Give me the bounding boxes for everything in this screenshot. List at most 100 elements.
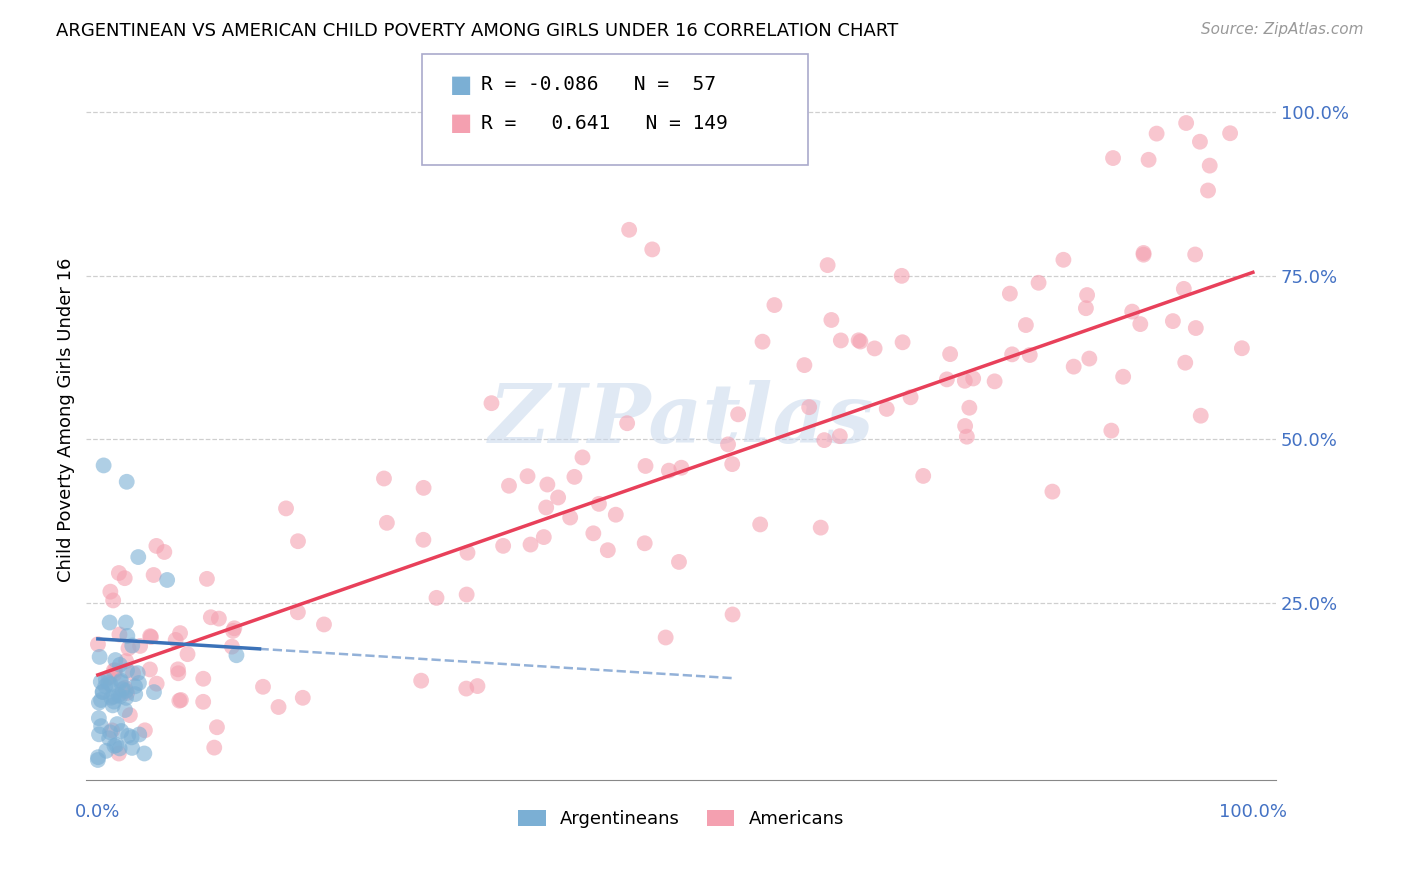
Point <box>828 429 851 443</box>
Point <box>1018 348 1040 362</box>
Point <box>87 696 110 710</box>
Point <box>1042 484 1064 499</box>
Point <box>98 615 121 630</box>
Point <box>671 460 693 475</box>
Point <box>425 591 447 605</box>
Point <box>117 629 139 643</box>
Point <box>983 375 1005 389</box>
Text: 100.0%: 100.0% <box>1219 803 1286 821</box>
Point <box>749 517 772 532</box>
Point <box>1001 347 1024 361</box>
Point <box>596 543 619 558</box>
Point <box>108 747 131 761</box>
Point <box>100 690 122 705</box>
Point <box>108 627 131 641</box>
Point <box>863 342 886 356</box>
Point <box>110 675 132 690</box>
Point <box>115 664 138 678</box>
Point <box>117 641 139 656</box>
Point <box>104 653 127 667</box>
Point <box>101 723 124 738</box>
Point <box>222 624 245 638</box>
Point <box>134 723 156 738</box>
Point <box>1028 276 1050 290</box>
Point <box>1129 317 1152 331</box>
Point <box>91 685 114 699</box>
Point <box>90 719 112 733</box>
Point <box>373 471 395 485</box>
Point <box>193 695 215 709</box>
Point <box>1015 318 1038 332</box>
Point <box>1063 359 1085 374</box>
Text: 0.0%: 0.0% <box>75 803 121 821</box>
Point <box>98 725 121 739</box>
Point <box>799 400 821 414</box>
Point <box>87 711 110 725</box>
Point <box>127 666 149 681</box>
Point <box>634 536 657 550</box>
Point <box>274 501 297 516</box>
Point <box>97 675 120 690</box>
Point <box>1198 159 1220 173</box>
Point <box>103 690 125 704</box>
Point <box>412 533 434 547</box>
Point <box>98 584 121 599</box>
Point <box>287 534 309 549</box>
Point <box>668 555 690 569</box>
Point <box>912 469 935 483</box>
Point <box>101 698 124 713</box>
Point <box>208 612 231 626</box>
Point <box>103 667 125 681</box>
Text: ZIPatlas: ZIPatlas <box>488 380 875 459</box>
Point <box>114 681 136 695</box>
Point <box>998 286 1021 301</box>
Point <box>763 298 786 312</box>
Point <box>1189 409 1212 423</box>
Point <box>105 738 128 752</box>
Point <box>1173 282 1195 296</box>
Point <box>560 510 582 524</box>
Point <box>101 593 124 607</box>
Point <box>200 610 222 624</box>
Point <box>110 690 132 704</box>
Point <box>571 450 593 465</box>
Point <box>87 753 110 767</box>
Text: R = -0.086   N =  57: R = -0.086 N = 57 <box>481 75 716 95</box>
Text: ■: ■ <box>450 73 472 96</box>
Y-axis label: Child Poverty Among Girls Under 16: Child Poverty Among Girls Under 16 <box>58 258 75 582</box>
Point <box>167 662 190 676</box>
Point <box>153 545 176 559</box>
Point <box>156 573 179 587</box>
Point <box>129 639 152 653</box>
Point <box>124 687 146 701</box>
Point <box>139 662 162 676</box>
Point <box>267 700 290 714</box>
Point <box>100 677 122 691</box>
Point <box>813 433 835 447</box>
Point <box>1076 288 1098 302</box>
Point <box>536 477 558 491</box>
Point <box>225 648 247 663</box>
Point <box>108 657 131 672</box>
Point <box>110 673 132 688</box>
Point <box>104 663 127 677</box>
Point <box>605 508 627 522</box>
Point <box>953 419 976 434</box>
Point <box>96 744 118 758</box>
Point <box>1132 248 1154 262</box>
Point <box>658 464 681 478</box>
Point <box>117 729 139 743</box>
Point <box>582 526 605 541</box>
Point <box>935 372 957 386</box>
Point <box>115 683 138 698</box>
Point <box>654 631 676 645</box>
Point <box>876 401 898 416</box>
Point <box>727 407 749 421</box>
Point <box>115 686 138 700</box>
Point <box>1052 252 1074 267</box>
Point <box>533 530 555 544</box>
Point <box>176 647 198 661</box>
Text: ARGENTINEAN VS AMERICAN CHILD POVERTY AMONG GIRLS UNDER 16 CORRELATION CHART: ARGENTINEAN VS AMERICAN CHILD POVERTY AM… <box>56 22 898 40</box>
Point <box>97 670 120 684</box>
Point <box>457 546 479 560</box>
